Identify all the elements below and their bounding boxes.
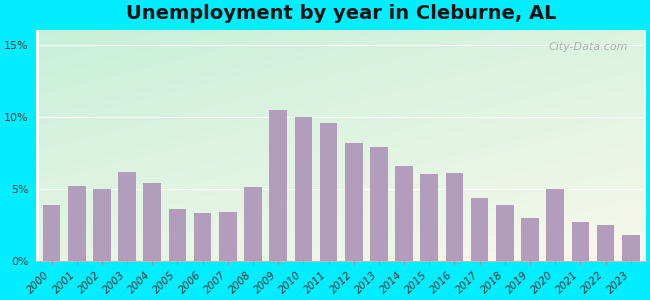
Bar [269,110,287,261]
Bar [93,189,110,261]
Bar [194,213,211,261]
Title: Unemployment by year in Cleburne, AL: Unemployment by year in Cleburne, AL [126,4,556,23]
Bar [219,212,237,261]
Bar [421,175,438,261]
Bar [244,188,262,261]
Bar [395,166,413,261]
Bar [320,123,337,261]
Bar [547,189,564,261]
Bar [571,222,589,261]
Bar [370,147,387,261]
Bar [345,143,363,261]
Bar [496,205,514,261]
Bar [294,117,312,261]
Bar [446,173,463,261]
Text: City-Data.com: City-Data.com [548,42,627,52]
Bar [43,205,60,261]
Bar [622,235,640,261]
Bar [597,225,614,261]
Bar [521,218,539,261]
Bar [144,183,161,261]
Bar [168,209,187,261]
Bar [118,172,136,261]
Bar [68,186,86,261]
Bar [471,197,488,261]
